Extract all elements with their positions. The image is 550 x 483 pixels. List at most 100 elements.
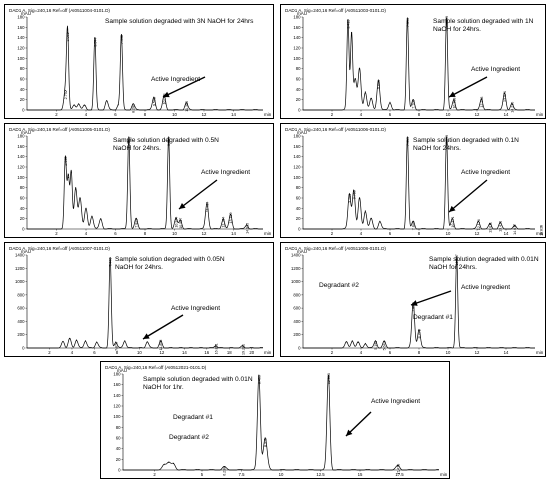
chart-4-ytick-label: 120 [293,165,301,170]
chart-4-peak-label-12: 13.011 [489,222,493,233]
chart-4-peak-5 [370,218,372,220]
chart-1-xlabel: min [264,112,272,117]
chart-1-xtick-label: 6 [114,112,117,117]
chromatogram-panel-4: DAD1 A, Sig=240,16 Ref=off (AI0511006-01… [280,123,546,238]
chart-2-peak-label-1: 3.415 [346,20,350,29]
chart-6-peak-3 [357,341,359,343]
chart-6-arrow-shaft [410,290,452,306]
chromatogram-panel-2: DAD1 A, Sig=240,16 Ref=off (AI0511003-01… [280,4,546,119]
chart-3-peak-5 [79,197,81,199]
chart-5-ylabel: mAU [21,249,31,254]
chart-5-peak-5 [96,341,98,343]
chart-6-peak-label-7: 7.890 [412,303,416,312]
chart-4-ytick-label: 60 [296,196,301,201]
chart-6-peak-6 [383,340,385,342]
chart-1-xtick-label: 4 [85,112,88,117]
chart-5-xtick-label: 4 [71,350,74,355]
chart-4-ytick-label: 20 [296,216,301,221]
chart-3-peak-label-16: 13.169 [229,213,233,224]
chart-3-peak-6 [85,207,87,209]
chart-2-ytick-label: 40 [296,87,301,92]
chart-2-peak-2 [351,32,353,33]
chart-3-peak-label-17: 14.935 [245,223,249,234]
chart-5-xtick-label: 18 [227,350,232,355]
chart-6-arrow-label: Active Ingredient [461,284,510,291]
chart-7-xtick-label: 17.5 [395,472,404,477]
chart-7-ytick-label: 180 [113,372,121,377]
chart-1-peak-10 [132,103,134,105]
chart-1-peak-label-10: 8.280 [132,104,136,113]
chart-7-peak-4 [223,466,225,468]
chart-6-xtick-label: 14 [504,350,509,355]
chart-3-xtick-label: 8 [144,231,147,236]
chart-6-xtick-label: 6 [389,350,392,355]
chart-4-xtick-label: 12 [475,231,480,236]
chart-2-ytick-label: 60 [296,77,301,82]
chart-3-ytick-label: 160 [17,144,25,149]
chart-6-peak-5 [375,340,376,342]
chart-6-peak-label-5: 5.199 [374,341,378,350]
chart-2-peak-11 [446,17,448,19]
chart-6-ytick-label: 0 [298,346,301,351]
chart-7-peak-2 [168,462,170,464]
chart-4-peak-9 [446,136,448,138]
chart-5-arrow-head [143,333,150,339]
chart-2-peak-1 [347,19,349,21]
chart-7-xtick-label: 15 [358,472,363,477]
chart-3-peak-14 [206,202,208,204]
chart-4-peak-label-15: 16.818 [539,225,543,236]
chart-2-peak-label-13: 12.238 [480,97,484,108]
chart-2-peak-5 [364,91,366,93]
chart-1-ytick-label: 0 [22,108,25,113]
chart-4-ytick-label: 40 [296,206,301,211]
chart-7-ytick-label: 0 [118,468,121,473]
chart-2-peak-label-12: 10.388 [452,98,456,109]
chart-6-xtick-label: 10 [446,350,451,355]
chart-2-annotation-line-1: Sample solution degraded with 1N [433,18,534,25]
chart-1-xtick-label: 14 [231,112,236,117]
chart-5-peak-label-11: 16.851 [214,343,218,354]
chart-1-trace-line [27,25,263,111]
chart-1-annotation-line-1: Sample solution degraded with 3N NaOH fo… [105,18,254,25]
chart-5-header: DAD1 A, Sig=240,16 Ref=off (AI0511007-01… [9,246,110,251]
chart-5-peak-2 [69,338,71,340]
chart-1-xtick-label: 8 [144,112,147,117]
chart-4-peak-13 [499,222,501,224]
chart-1-peak-5 [84,104,86,106]
chart-6-peak-9 [456,255,458,257]
chart-3-peak-label-14: 11.724 [205,201,209,212]
chart-7-peak-label-8: 17.478 [396,464,400,475]
chart-4-peak-7 [406,136,408,138]
chart-1-header: DAD1 A, Sig=240,16 Ref=off (AI0511004-01… [9,8,110,13]
chart-4-ytick-label: 180 [293,134,301,139]
chart-4-ylabel: mAU [297,130,307,135]
chart-3-xtick-label: 6 [114,231,117,236]
chart-5-peak-9 [146,341,148,343]
chart-7-ytick-label: 60 [116,436,121,441]
chart-3-xtick-label: 10 [172,231,177,236]
chart-4-ytick-label: 160 [293,144,301,149]
chart-6-peak-label-9: 10.667 [455,254,459,265]
chart-1-peak-9 [120,34,122,36]
chart-4-annotation-line-2: NaOH for 24hrs. [413,145,461,152]
chart-3-peak-label-1: 2.943 [64,157,68,166]
chart-4-peak-2 [353,189,355,191]
chart-2-ytick-label: 80 [296,66,301,71]
chart-7-degradant-label-1: Degradant #1 [173,414,213,421]
chart-3-ytick-label: 120 [17,165,25,170]
chart-3-peak-3 [70,171,72,173]
chart-5-peak-label-10: 11.855 [159,340,163,351]
chart-1-ytick-label: 100 [17,56,25,61]
chart-2-peak-7 [377,79,379,81]
chart-4-peak-8 [412,220,414,222]
chart-5-xtick-label: 20 [249,350,254,355]
chart-1-peak-4 [78,103,80,105]
chart-7-ytick-label: 20 [116,457,121,462]
chart-5-ytick-label: 200 [17,332,25,337]
chart-5-xtick-label: 6 [93,350,96,355]
chart-3-peak-7 [91,215,93,217]
chart-6-annotation-line-1: Sample solution degraded with 0.01N [429,256,539,263]
chart-2-xtick-label: 8 [418,112,421,117]
chart-2-arrow-head [449,91,456,97]
chart-1-peak-8 [117,104,119,106]
